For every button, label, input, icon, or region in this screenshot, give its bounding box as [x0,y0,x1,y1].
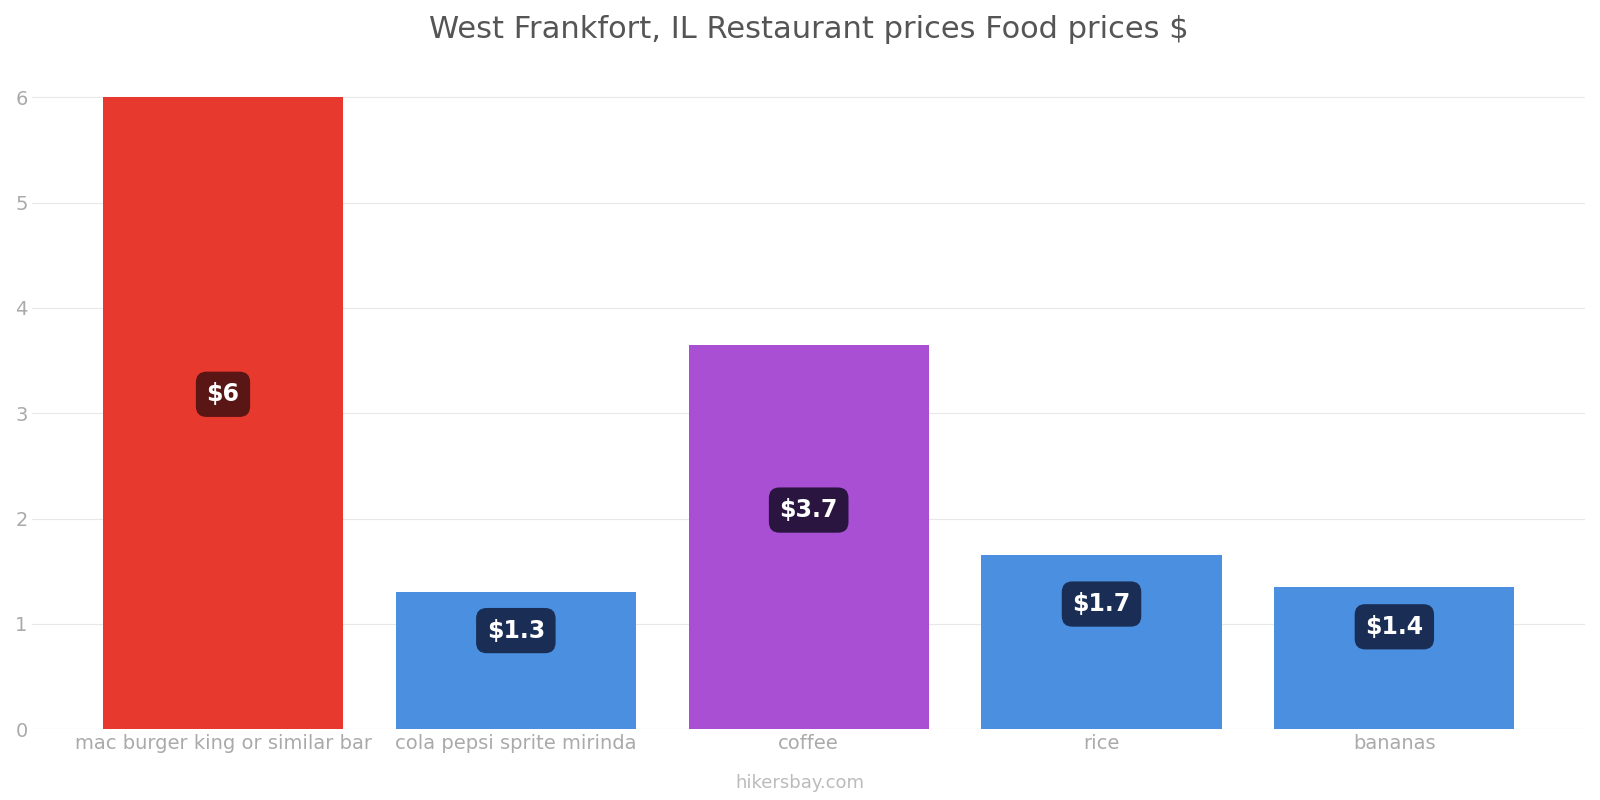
Title: West Frankfort, IL Restaurant prices Food prices $: West Frankfort, IL Restaurant prices Foo… [429,15,1189,44]
Bar [1274,587,1515,729]
Bar [981,555,1221,729]
Bar [395,592,635,729]
Text: $1.4: $1.4 [1365,614,1424,638]
Text: $1.3: $1.3 [486,618,546,642]
Text: hikersbay.com: hikersbay.com [736,774,864,792]
Text: $3.7: $3.7 [779,498,838,522]
Bar [102,98,342,729]
Text: $6: $6 [206,382,240,406]
Bar [688,345,928,729]
Text: $1.7: $1.7 [1072,592,1131,616]
